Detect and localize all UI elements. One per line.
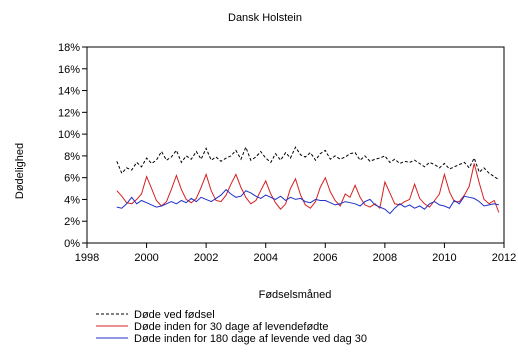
x-tick-label: 2006: [313, 252, 337, 264]
series-line-1: [116, 145, 500, 181]
y-tick-label: 0%: [64, 238, 80, 250]
y-tick-label: 16%: [58, 64, 80, 76]
legend-label-2: Døde inden for 30 dage af levendefødte: [134, 321, 328, 333]
y-tick-label: 8%: [64, 151, 80, 163]
x-tick-label: 2002: [194, 252, 218, 264]
x-axis-label: Fødselsmåned: [259, 289, 332, 301]
y-axis-label: Dødelighed: [14, 143, 26, 199]
x-tick-label: 2008: [373, 252, 397, 264]
legend-label-3: Døde inden for 180 dage af levende ved d…: [134, 333, 367, 345]
x-tick-label: 2004: [253, 252, 277, 264]
chart-title: Dansk Holstein: [228, 12, 302, 24]
legend-label-1: Døde ved fødsel: [134, 309, 215, 321]
x-tick-label: 2000: [134, 252, 158, 264]
y-axis: 0% 2% 4% 6% 8% 10% 12% 14% 16% 18%: [58, 42, 87, 250]
y-tick-label: 6%: [64, 173, 80, 185]
series-line-2: [116, 163, 500, 213]
x-tick-label: 2012: [492, 252, 516, 264]
x-axis: 1998 2000 2002 2004 2006 2008 2010 2012: [75, 243, 516, 264]
series-lines: [116, 145, 500, 215]
plot-frame: [86, 46, 505, 244]
y-tick-label: 12%: [58, 107, 80, 119]
series-line-3: [116, 188, 500, 215]
y-tick-label: 10%: [58, 129, 80, 141]
y-tick-label: 18%: [58, 42, 80, 54]
y-tick-label: 4%: [64, 194, 80, 206]
x-tick-label: 2010: [432, 252, 456, 264]
y-tick-label: 2%: [64, 216, 80, 228]
y-tick-label: 14%: [58, 86, 80, 98]
x-tick-label: 1998: [75, 252, 99, 264]
